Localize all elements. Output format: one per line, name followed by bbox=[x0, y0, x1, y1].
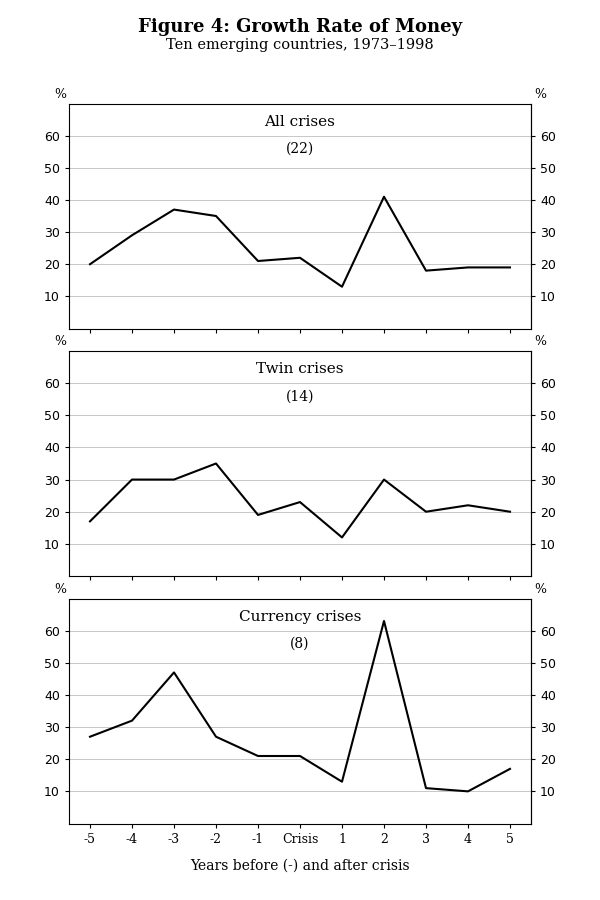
Text: (22): (22) bbox=[286, 141, 314, 156]
Text: (8): (8) bbox=[290, 637, 310, 651]
Text: (14): (14) bbox=[286, 389, 314, 403]
Text: %: % bbox=[54, 88, 66, 101]
Text: Years before (-) and after crisis: Years before (-) and after crisis bbox=[190, 859, 410, 873]
Text: Figure 4: Growth Rate of Money: Figure 4: Growth Rate of Money bbox=[138, 18, 462, 36]
Text: %: % bbox=[534, 336, 546, 348]
Text: %: % bbox=[54, 336, 66, 348]
Text: %: % bbox=[534, 88, 546, 101]
Text: %: % bbox=[54, 583, 66, 596]
Text: %: % bbox=[534, 583, 546, 596]
Text: All crises: All crises bbox=[265, 114, 335, 129]
Text: Ten emerging countries, 1973–1998: Ten emerging countries, 1973–1998 bbox=[166, 38, 434, 52]
Text: Currency crises: Currency crises bbox=[239, 610, 361, 624]
Text: Twin crises: Twin crises bbox=[256, 362, 344, 376]
